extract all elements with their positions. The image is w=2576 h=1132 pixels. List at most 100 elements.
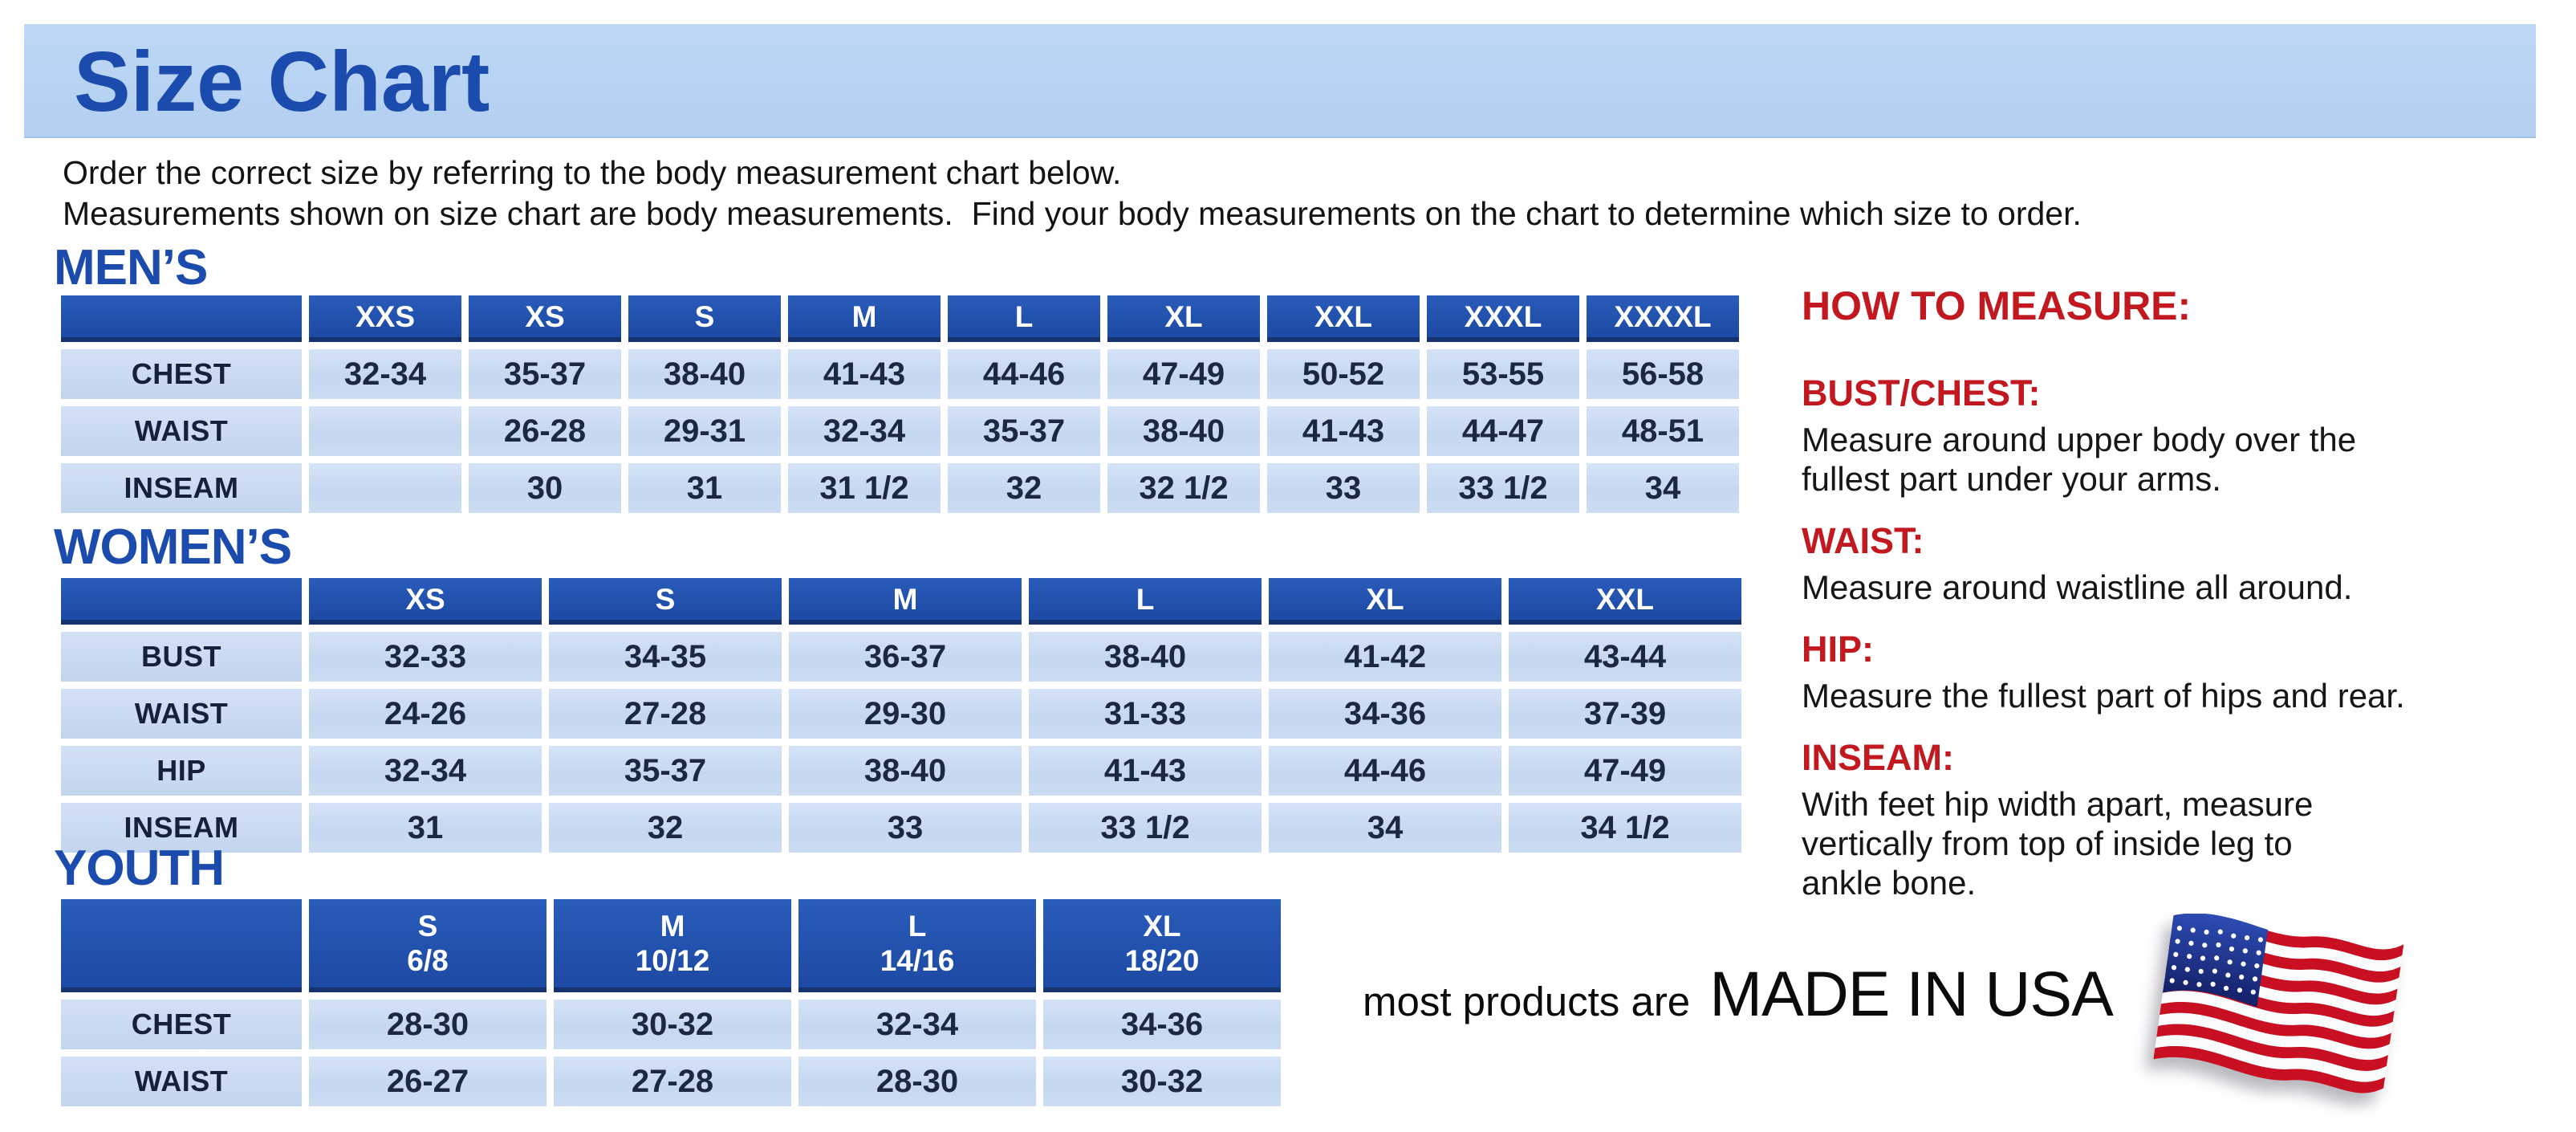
size-value-cell: 31-33 <box>1029 689 1262 739</box>
size-value-cell: 33 <box>1267 463 1420 513</box>
flag-star <box>2198 968 2204 975</box>
table-corner-cell <box>61 578 302 625</box>
size-value-cell: 31 <box>628 463 781 513</box>
flag-star <box>2231 933 2237 939</box>
size-column-header: XL <box>1269 578 1501 625</box>
size-value-cell: 32-34 <box>309 349 461 399</box>
womens-section-heading: WOMEN’S <box>54 519 292 575</box>
flag-star <box>2244 935 2250 941</box>
measure-label: WAIST: <box>1802 520 1924 561</box>
flag-white-stripe <box>2161 991 2393 1038</box>
measure-text: Measure around waistline all around. <box>1802 568 2353 606</box>
size-value-cell: 34 1/2 <box>1509 803 1741 853</box>
flag-star <box>2241 961 2246 967</box>
measurement-label-cell: BUST <box>61 632 302 682</box>
size-value-cell: 30 <box>469 463 621 513</box>
size-value-cell: 34-36 <box>1269 689 1501 739</box>
flag-star <box>2175 939 2180 944</box>
size-value-cell: 41-42 <box>1269 632 1501 682</box>
table-row: HIP 32-34 35-37 38-40 41-43 44-46 47-49 <box>61 746 1741 796</box>
flag-white-stripe <box>2155 1035 2387 1082</box>
size-column-header: M <box>788 295 941 342</box>
size-value-cell: 35-37 <box>469 349 621 399</box>
table-corner-cell <box>61 295 302 342</box>
flag-star <box>2196 982 2202 987</box>
size-value-cell: 41-43 <box>1267 406 1420 456</box>
made-in-usa-line: most products are MADE IN USA <box>1363 957 2114 1031</box>
measurement-label-cell: INSEAM <box>61 803 302 853</box>
size-column-header: XXL <box>1267 295 1420 342</box>
size-value-cell: 32-34 <box>798 1000 1036 1049</box>
flag-star <box>2187 954 2192 959</box>
measure-label: BUST/CHEST: <box>1802 373 2041 413</box>
size-value-cell: 53-55 <box>1427 349 1579 399</box>
intro-text: Order the correct size by referring to t… <box>63 153 2082 234</box>
flag-white-stripe <box>2158 1012 2390 1061</box>
size-value-cell: 33 1/2 <box>1029 803 1262 853</box>
youth-section-heading: YOUTH <box>54 841 225 896</box>
size-value-cell: 30-32 <box>1043 1057 1281 1106</box>
size-value-cell: 56-58 <box>1587 349 1739 399</box>
flag-star <box>2171 965 2177 971</box>
flag-star <box>2214 955 2220 961</box>
size-value-cell: 44-46 <box>948 349 1100 399</box>
table-row: WAIST 26-28 29-31 32-34 35-37 38-40 41-43 44-47… <box>61 406 1739 456</box>
mens-section-heading: MEN’S <box>54 240 208 295</box>
size-value-cell: 30-32 <box>554 1000 791 1049</box>
measure-label: HIP: <box>1802 629 1874 670</box>
size-value-cell: 43-44 <box>1509 632 1741 682</box>
flag-star <box>2169 978 2175 983</box>
size-header-row: XS S M L XL XXL <box>61 578 1741 625</box>
flag-star <box>2252 976 2258 982</box>
size-column-header: XL 18/20 <box>1043 899 1281 992</box>
size-column-header: L <box>948 295 1100 342</box>
size-value-cell: 32 1/2 <box>1107 463 1260 513</box>
measurement-label-cell: HIP <box>61 746 302 796</box>
mens-size-table: XXS XS S M L XL XXL XXXL XXXXL CHEST 32-34 35-37 38-… <box>54 288 1746 520</box>
size-column-header: M <box>789 578 1022 625</box>
table-row: WAIST 24-26 27-28 29-30 31-33 34-36 37-39 <box>61 689 1741 739</box>
size-value-cell: 44-46 <box>1269 746 1501 796</box>
flag-star <box>2229 946 2235 952</box>
size-value-cell: 38-40 <box>1029 632 1262 682</box>
size-value-cell: 26-27 <box>309 1057 546 1106</box>
size-value-cell: 28-30 <box>798 1057 1036 1106</box>
size-column-header: M 10/12 <box>554 899 791 992</box>
size-value-cell: 50-52 <box>1267 349 1420 399</box>
size-value-cell: 29-31 <box>628 406 781 456</box>
table-row: CHEST 28-30 30-32 32-34 34-36 <box>61 1000 1281 1049</box>
size-value-cell: 41-43 <box>1029 746 1262 796</box>
table-corner-cell <box>61 899 302 992</box>
flag-star <box>2216 942 2221 948</box>
page-title: Size Chart <box>74 35 490 129</box>
size-column-header: S 6/8 <box>309 899 546 992</box>
size-value-cell: 31 1/2 <box>788 463 941 513</box>
empty-value-cell <box>309 406 461 456</box>
measure-item-inseam: INSEAM: With feet hip width apart, measu… <box>1802 737 2524 902</box>
table-row: INSEAM 30 31 31 1/2 32 32 1/2 33 33 1/2 34 <box>61 463 1739 513</box>
size-column-header: XXXXL <box>1587 295 1739 342</box>
measurement-label-cell: WAIST <box>61 689 302 739</box>
measure-item-hip: HIP: Measure the fullest part of hips an… <box>1802 629 2524 715</box>
flag-star <box>2204 929 2209 935</box>
flag-star <box>2202 943 2208 948</box>
size-value-cell: 41-43 <box>788 349 941 399</box>
made-in-usa-text: MADE IN USA <box>1709 958 2114 1029</box>
measurement-label-cell: CHEST <box>61 349 302 399</box>
measure-item-waist: WAIST: Measure around waistline all arou… <box>1802 520 2524 607</box>
measurement-label-cell: INSEAM <box>61 463 302 513</box>
size-value-cell: 35-37 <box>948 406 1100 456</box>
how-to-measure-title: HOW TO MEASURE: <box>1802 283 2192 328</box>
flag-star <box>2223 985 2229 992</box>
size-value-cell: 31 <box>309 803 542 853</box>
measure-label: INSEAM: <box>1802 737 1954 778</box>
size-value-cell: 27-28 <box>554 1057 791 1106</box>
youth-size-table: S 6/8 M 10/12 L 14/16 XL 18/20 CHEST 28-30 30-… <box>54 892 1288 1114</box>
size-column-header: S <box>628 295 781 342</box>
table-row: INSEAM 31 32 33 33 1/2 34 34 1/2 <box>61 803 1741 853</box>
table-row: BUST 32-33 34-35 36-37 38-40 41-42 43-44 <box>61 632 1741 682</box>
size-value-cell: 28-30 <box>309 1000 546 1049</box>
how-to-measure-panel: HOW TO MEASURE: BUST/CHEST: Measure arou… <box>1802 283 2524 902</box>
size-column-header: XS <box>469 295 621 342</box>
flag-star <box>2188 940 2194 947</box>
